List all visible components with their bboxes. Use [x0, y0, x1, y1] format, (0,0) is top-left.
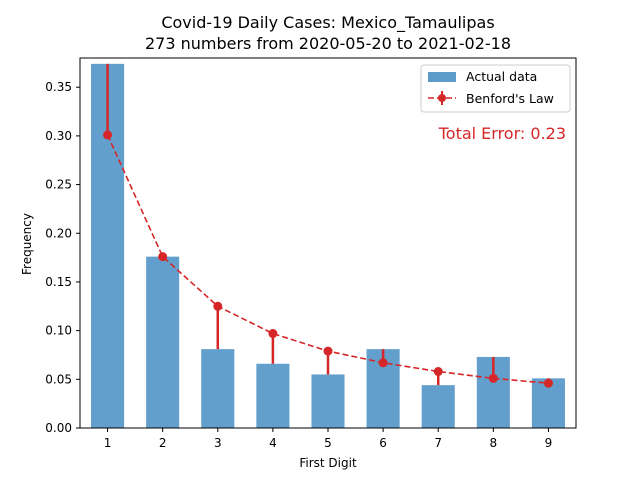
- x-tick-label: 1: [104, 436, 112, 450]
- x-tick-label: 4: [269, 436, 277, 450]
- x-tick-label: 3: [214, 436, 222, 450]
- y-tick-label: 0.05: [45, 372, 72, 386]
- legend-swatch-actual: [428, 72, 456, 82]
- benford-point-digit-7: [433, 367, 443, 377]
- benford-point-digit-2: [158, 252, 168, 262]
- bar-digit-3: [201, 349, 235, 428]
- benford-point-digit-3: [213, 301, 223, 311]
- y-tick-label: 0.20: [45, 226, 72, 240]
- x-tick-label: 8: [490, 436, 498, 450]
- x-tick-label: 7: [434, 436, 442, 450]
- benford-point-digit-8: [488, 373, 498, 383]
- y-tick-label: 0.30: [45, 129, 72, 143]
- y-axis-label: Frequency: [20, 213, 34, 275]
- y-tick-label: 0.35: [45, 80, 72, 94]
- plot-area: 1 2 3 4 5 6 7 8 9 0.00 0.05 0.10 0.15 0.20 0.25 0.30 0.3…: [45, 57, 577, 450]
- y-tick-label: 0.25: [45, 178, 72, 192]
- legend-label-actual: Actual data: [466, 69, 537, 84]
- total-error-annotation: Total Error: 0.23: [438, 124, 566, 143]
- chart-title: Covid-19 Daily Cases: Mexico_Tamaulipas: [161, 13, 494, 33]
- benford-point-digit-4: [268, 329, 278, 339]
- x-tick-label: 2: [159, 436, 167, 450]
- x-tick-label: 5: [324, 436, 332, 450]
- benford-point-digit-5: [323, 346, 333, 356]
- benford-point-digit-9: [543, 378, 553, 388]
- x-tick-label: 6: [379, 436, 387, 450]
- legend: Actual data Benford's Law: [420, 64, 571, 113]
- y-tick-label: 0.15: [45, 275, 72, 289]
- bar-digit-4: [256, 363, 290, 428]
- x-axis-label: First Digit: [299, 456, 357, 470]
- x-tick-label: 9: [545, 436, 553, 450]
- legend-swatch-benford-marker: [438, 94, 446, 102]
- benford-point-digit-6: [378, 358, 388, 368]
- legend-box: [420, 64, 571, 113]
- benford-point-digit-1: [103, 130, 113, 140]
- legend-label-benford: Benford's Law: [466, 91, 554, 106]
- bar-digit-5: [311, 374, 345, 428]
- y-tick-label: 0.10: [45, 324, 72, 338]
- bar-digit-2: [146, 256, 180, 428]
- chart-subtitle: 273 numbers from 2020-05-20 to 2021-02-1…: [145, 34, 511, 53]
- y-tick-label: 0.00: [45, 421, 72, 435]
- bar-digit-7: [421, 385, 455, 428]
